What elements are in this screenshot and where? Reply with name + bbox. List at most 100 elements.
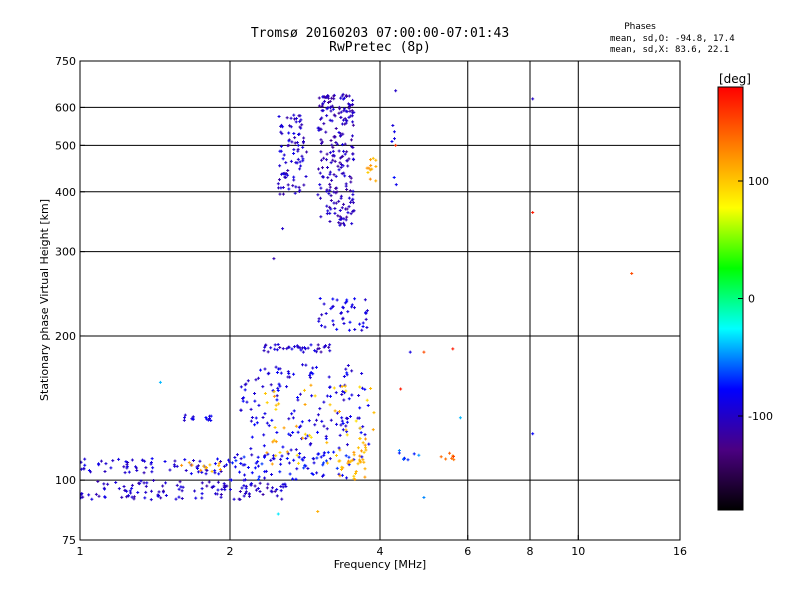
- data-point: [369, 164, 373, 168]
- data-point: [345, 443, 349, 447]
- data-point: [224, 463, 228, 467]
- data-point: [328, 118, 332, 122]
- data-point: [341, 428, 345, 432]
- data-point: [337, 459, 341, 463]
- data-point: [286, 452, 290, 456]
- data-point: [368, 168, 372, 172]
- data-point: [239, 457, 243, 461]
- data-point: [321, 463, 325, 467]
- data-point: [122, 485, 126, 489]
- data-point: [317, 452, 321, 456]
- data-point: [261, 416, 265, 420]
- data-point: [278, 470, 282, 474]
- data-point: [301, 350, 305, 354]
- data-point: [310, 472, 314, 476]
- data-point: [326, 461, 330, 465]
- data-point: [161, 489, 165, 493]
- data-point: [345, 94, 349, 98]
- x-tick-label: 6: [464, 545, 471, 558]
- data-point: [296, 398, 300, 402]
- data-point: [392, 137, 396, 141]
- data-point: [292, 178, 296, 182]
- data-point: [96, 479, 100, 483]
- data-point: [253, 466, 257, 470]
- data-point: [339, 96, 343, 100]
- data-point: [346, 310, 350, 314]
- data-point: [323, 325, 327, 329]
- data-point: [301, 159, 305, 163]
- data-point: [361, 425, 365, 429]
- data-point: [351, 98, 355, 102]
- data-point: [269, 489, 273, 493]
- data-point: [253, 423, 257, 427]
- data-point: [340, 416, 344, 420]
- data-point: [288, 472, 292, 476]
- data-point: [276, 386, 280, 390]
- data-point: [290, 347, 294, 351]
- data-point: [164, 493, 168, 497]
- data-point: [294, 448, 298, 452]
- data-point: [299, 348, 303, 352]
- data-point: [280, 132, 284, 136]
- data-point: [344, 454, 348, 458]
- data-point: [346, 211, 350, 215]
- data-point: [319, 150, 323, 154]
- data-point: [287, 131, 291, 135]
- data-point: [174, 497, 178, 501]
- data-point: [349, 200, 353, 204]
- data-point: [220, 487, 224, 491]
- data-point: [358, 437, 362, 441]
- data-point: [277, 114, 281, 118]
- data-point: [346, 364, 350, 368]
- data-point: [315, 471, 319, 475]
- data-point: [310, 394, 314, 398]
- data-point: [256, 477, 260, 481]
- phase-stats-heading: Phases: [624, 22, 656, 32]
- data-point: [316, 126, 320, 130]
- x-axis-label: Frequency [MHz]: [334, 558, 426, 571]
- data-point: [341, 317, 345, 321]
- data-point: [279, 462, 283, 466]
- data-point: [274, 454, 278, 458]
- data-point: [238, 497, 242, 501]
- data-point: [351, 193, 355, 197]
- data-point: [256, 464, 260, 468]
- data-point: [292, 458, 296, 462]
- chart-subtitle: RwPretec (8p): [329, 40, 431, 55]
- data-point: [89, 470, 93, 474]
- data-point: [358, 385, 362, 389]
- data-point: [297, 461, 301, 465]
- data-point: [296, 157, 300, 161]
- data-point: [345, 433, 349, 437]
- data-point: [280, 454, 284, 458]
- data-point: [263, 345, 267, 349]
- data-point: [335, 411, 339, 415]
- data-point: [250, 416, 254, 420]
- data-point: [233, 465, 237, 469]
- data-point: [90, 497, 94, 501]
- data-point: [365, 309, 369, 313]
- data-point: [321, 101, 325, 105]
- data-point: [328, 188, 332, 192]
- data-point: [298, 160, 302, 164]
- data-point: [296, 147, 300, 151]
- data-point: [329, 307, 333, 311]
- data-point: [347, 397, 351, 401]
- data-point: [164, 481, 168, 485]
- data-point: [372, 411, 376, 415]
- data-point: [286, 173, 290, 177]
- data-point: [97, 462, 101, 466]
- data-point: [235, 453, 239, 457]
- data-point: [296, 143, 300, 147]
- data-point: [150, 457, 154, 461]
- data-point: [350, 145, 354, 149]
- data-point: [344, 424, 348, 428]
- data-point: [163, 460, 167, 464]
- chart-title: Tromsø 20160203 07:00:00-07:01:43: [250, 26, 510, 41]
- data-point: [182, 416, 186, 420]
- data-point: [351, 103, 355, 107]
- data-point: [332, 323, 336, 327]
- data-point: [263, 367, 267, 371]
- data-point: [325, 204, 329, 208]
- data-point: [295, 161, 299, 165]
